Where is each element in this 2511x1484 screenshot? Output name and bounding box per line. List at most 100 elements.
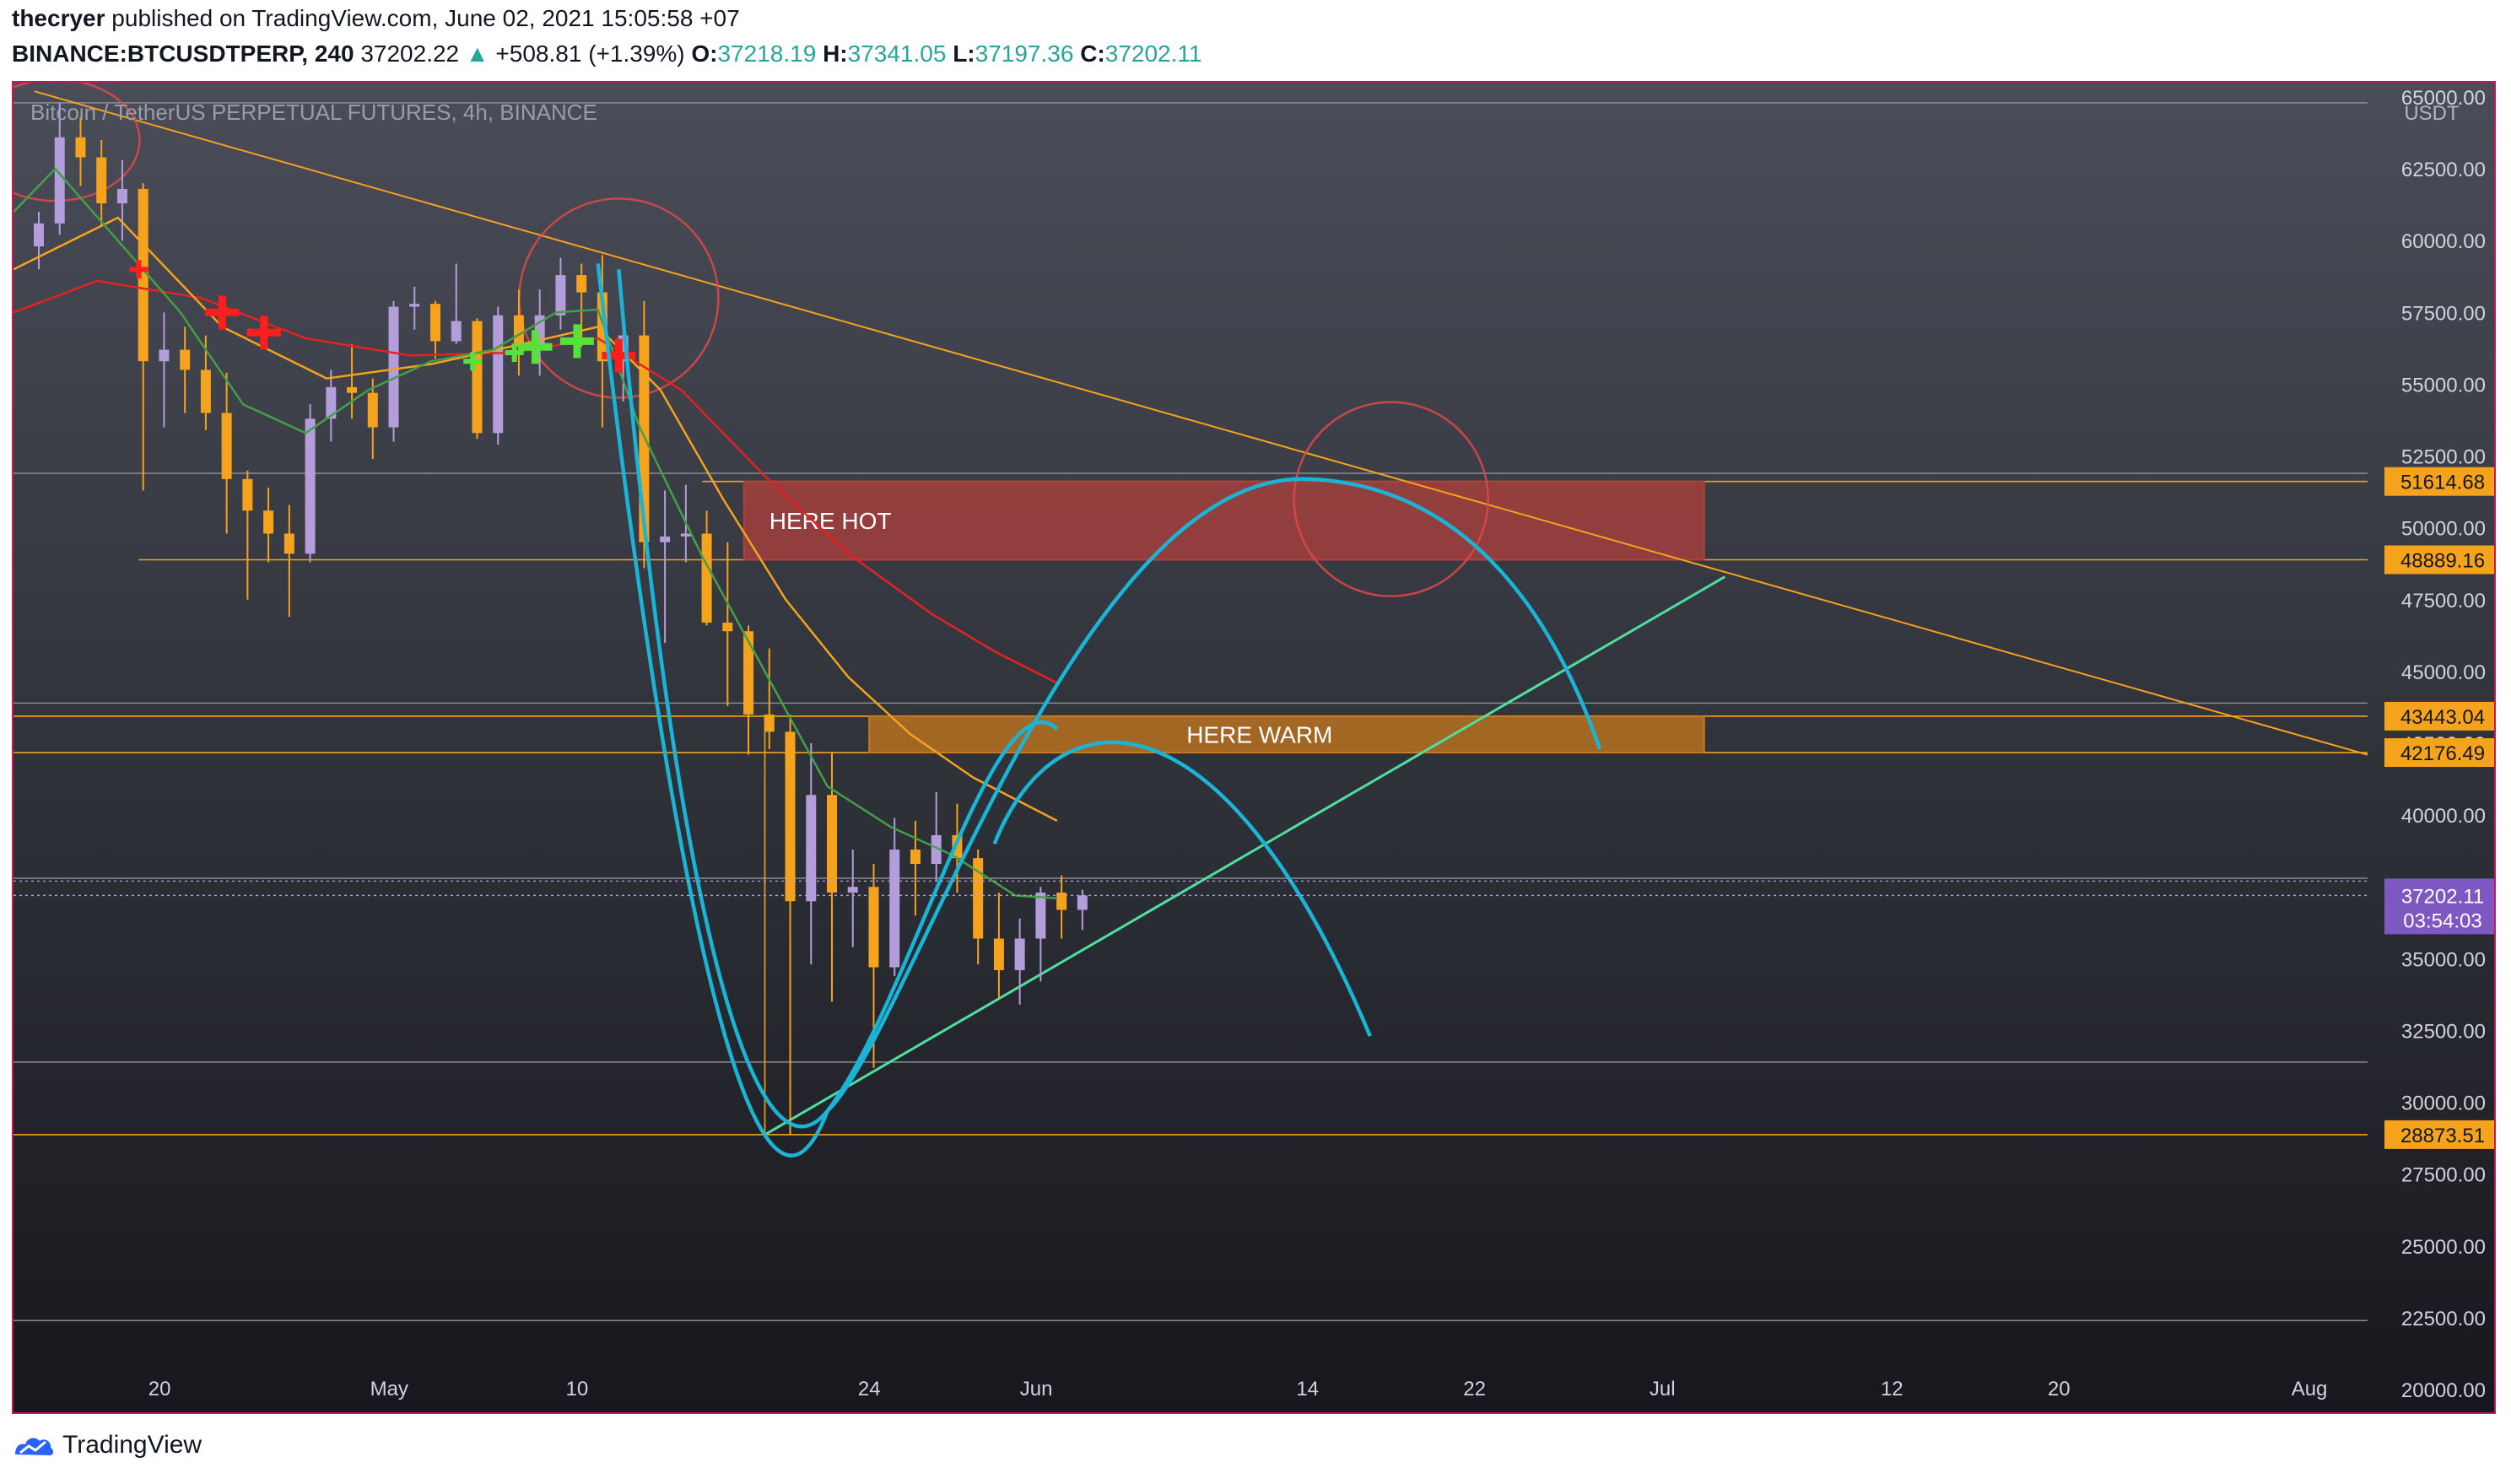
currency-label: USDT [2404,102,2460,125]
signal-bar [614,338,623,373]
y-tick-label: 62500.00 [2401,159,2486,181]
candle-body [180,349,191,370]
y-tick-label: 32500.00 [2401,1020,2486,1043]
candle-body [576,275,587,293]
candle-body [993,938,1004,970]
symbol: BINANCE:BTCUSDTPERP, 240 [12,40,354,67]
y-tick-label: 35000.00 [2401,948,2486,971]
candle-body [847,887,858,893]
zone-label: HERE HOT [770,508,892,534]
close-label: C: [1080,40,1105,67]
ma-green-line [14,167,1057,900]
candle-body [200,370,211,413]
y-tick-label: 27500.00 [2401,1164,2486,1187]
signal-bar [573,324,581,359]
candle-body [242,478,253,511]
up-arrow-icon: ▲ [465,40,489,67]
candle-body [785,731,796,902]
buy-signal-icon [505,343,524,363]
price-change: +508.81 (+1.39%) [495,40,685,67]
level-label-text: 28873.51 [2400,1125,2485,1147]
candle-body [138,188,148,362]
y-tick-label: 60000.00 [2401,230,2486,253]
candle-body [96,157,107,203]
tradingview-brand[interactable]: TradingView [62,1431,202,1459]
x-tick-label: 10 [566,1378,589,1400]
candle-body [34,223,44,247]
buy-signal-icon [463,352,483,371]
buy-signal-icon [559,324,594,359]
price-label-box [2384,878,2494,935]
projection-curve [596,263,1059,1158]
chart-canvas[interactable]: HERE HOT HERE WARM 20000.00 22500.00 25000.… [14,83,2494,1412]
x-tick-label: 20 [148,1378,171,1400]
candle-body [806,795,817,902]
signal-bar [260,316,268,350]
last-price: 37202.22 [360,40,460,67]
y-tick-label: 52500.00 [2401,446,2486,469]
x-tick-label: Jul [1650,1378,1676,1400]
candle-body [555,275,566,316]
candle-body [159,349,170,362]
publish-info: thecryer published on TradingView.com, J… [12,5,740,32]
candle-body [263,510,274,534]
candle-body [75,137,86,158]
y-tick-label: 40000.00 [2401,805,2486,828]
candle-body [409,304,420,307]
level-label-text: 42176.49 [2400,742,2485,765]
candle-body [660,536,671,542]
level-label-box [2384,738,2494,768]
y-tick-label: 50000.00 [2401,518,2486,541]
candle-body [1014,938,1025,970]
open-value: 37218.19 [717,40,817,67]
y-tick-label: 47500.00 [2401,590,2486,612]
projection-curve [617,269,1602,1129]
open-label: O: [691,40,718,67]
y-tick-label: 20000.00 [2401,1379,2486,1402]
low-value: 37197.36 [975,40,1074,67]
signal-bar [136,260,142,279]
candle-body [493,315,504,434]
zone-label: HERE WARM [1186,721,1332,747]
y-tick-label: 45000.00 [2401,661,2486,684]
x-tick-label: Jun [1020,1378,1053,1400]
candle-body [1077,895,1088,910]
candle-body [743,631,754,715]
candle-body [513,315,524,348]
sell-signal-icon [129,260,148,279]
candle-body [910,849,921,864]
projection-curve [992,740,1372,1038]
sell-signal-icon [205,295,240,330]
published-text: published on TradingView.com, June 02, 2… [111,5,740,31]
sell-signal-icon [246,316,281,350]
y-tick-label: 30000.00 [2401,1093,2486,1115]
candle-body [827,795,837,893]
candle-body [326,386,337,419]
candle-body [347,386,358,393]
descending-trendline [34,90,2368,756]
candle-body [367,392,378,428]
x-tick-label: 12 [1881,1378,1904,1400]
level-label-text: 43443.04 [2400,706,2485,729]
signal-bar [470,352,476,371]
low-label: L: [953,40,975,67]
candle-body [116,188,127,203]
candle-body [472,321,483,434]
level-label-box [2384,1120,2494,1149]
level-label-box [2384,701,2494,731]
candle-body [305,418,316,554]
y-tick-label: 57500.00 [2401,302,2486,325]
zone-rect [868,715,1705,754]
author[interactable]: thecryer [12,5,105,31]
level-label-box [2384,545,2494,575]
close-value: 37202.11 [1104,40,1202,67]
ma-red-line [14,279,1058,684]
ohlc-legend: BINANCE:BTCUSDTPERP, 240 37202.22 ▲ +508… [12,40,1202,67]
candle-body [430,304,440,342]
candle-body [54,137,65,224]
candle-body [889,849,900,968]
tradingview-logo-icon [15,1438,53,1455]
sell-signal-icon [602,338,636,373]
candle-body [701,533,712,623]
chart-area[interactable]: HERE HOT HERE WARM 20000.00 22500.00 25000.… [12,81,2496,1414]
